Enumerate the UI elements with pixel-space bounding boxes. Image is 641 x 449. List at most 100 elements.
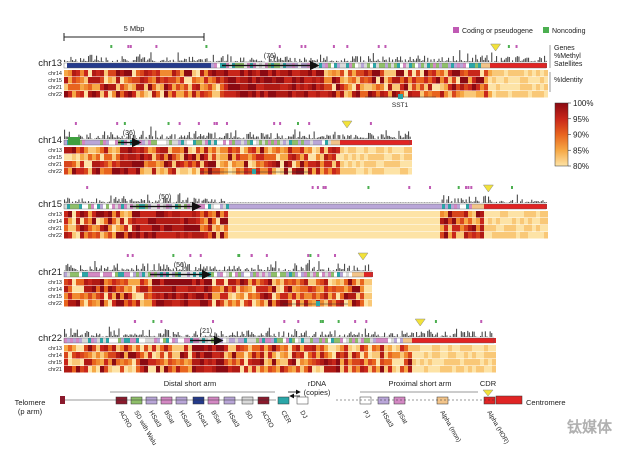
colorbar-tick-label: 95% bbox=[573, 115, 589, 124]
comparison-row-label: chr15 bbox=[48, 360, 62, 366]
scale-bar: 5 Mbp bbox=[63, 24, 205, 41]
legend-swatch bbox=[207, 396, 220, 405]
rdna-copies-label: (21) bbox=[200, 328, 212, 335]
gene-mark bbox=[457, 186, 460, 189]
gene-mark bbox=[155, 45, 158, 48]
coding-label: Coding or pseudogene bbox=[462, 28, 533, 35]
gene-mark bbox=[367, 186, 370, 189]
legend-item-label: BSat bbox=[395, 410, 408, 426]
colorbar-tick-label: 100% bbox=[573, 99, 593, 108]
cdr-marker-icon bbox=[357, 252, 369, 261]
legend-swatch bbox=[377, 396, 390, 405]
coding-swatch bbox=[453, 27, 459, 33]
cdr-label: CDR bbox=[480, 379, 497, 388]
comparison-row-label: chr13 bbox=[48, 280, 62, 286]
legend-swatch bbox=[436, 396, 449, 405]
chromosome-name: chr22 bbox=[38, 333, 62, 344]
gene-mark bbox=[311, 186, 314, 189]
chromosome-name: chr14 bbox=[38, 135, 62, 146]
gene-mark bbox=[317, 254, 320, 257]
gene-mark bbox=[408, 186, 411, 189]
legend-swatch bbox=[277, 396, 290, 405]
legend-item-label: SD bbox=[243, 410, 254, 422]
gene-mark bbox=[319, 320, 322, 323]
rdna-label: rDNA (copies) bbox=[304, 379, 331, 397]
comparison-row-label: chr22 bbox=[48, 169, 62, 175]
gene-mark bbox=[167, 122, 170, 125]
telomere-swatch bbox=[60, 396, 65, 404]
gene-mark bbox=[467, 186, 470, 189]
comparison-row-label: chr21 bbox=[48, 85, 62, 91]
gene-mark bbox=[110, 45, 113, 48]
comparison-row-label: chr15 bbox=[48, 294, 62, 300]
watermark: 钛媒体 bbox=[567, 418, 613, 436]
gene-mark bbox=[337, 320, 340, 323]
legend-swatch bbox=[145, 396, 158, 405]
methyl-track-label: %Methyl bbox=[554, 53, 581, 60]
telomere-label: Telomere (p arm) bbox=[15, 398, 46, 416]
gene-mark bbox=[279, 122, 282, 125]
rdna-copies-label: (56) bbox=[174, 262, 186, 269]
legend-swatch bbox=[130, 396, 143, 405]
gene-mark bbox=[74, 122, 77, 125]
cdr-marker-icon bbox=[414, 318, 426, 327]
legend-swatch bbox=[483, 396, 496, 405]
rdna-copies-label: (50) bbox=[159, 194, 171, 201]
distal-arm-label: Distal short arm bbox=[164, 379, 217, 388]
noncoding-swatch bbox=[543, 27, 549, 33]
gene-mark bbox=[189, 254, 192, 257]
gene-mark bbox=[507, 45, 510, 48]
gene-mark bbox=[152, 320, 155, 323]
centromere-swatch bbox=[495, 395, 523, 405]
legend-swatch bbox=[223, 396, 236, 405]
gene-mark bbox=[213, 122, 216, 125]
legend-item-label: Alpha (mon) bbox=[438, 410, 462, 444]
gene-mark bbox=[309, 254, 312, 257]
cdr-marker-icon bbox=[482, 389, 494, 397]
comparison-row-label: chr14 bbox=[48, 71, 62, 77]
legend-item-label: HSat3 bbox=[379, 410, 394, 429]
gene-legend: Coding or pseudogene Noncoding bbox=[453, 27, 586, 35]
legend-swatch bbox=[257, 396, 270, 405]
legend-item-label: BSat bbox=[209, 410, 222, 426]
scale-bar-label: 5 Mbp bbox=[124, 24, 145, 33]
chromosome-name: chr15 bbox=[38, 199, 62, 210]
gene-mark bbox=[465, 186, 468, 189]
gene-mark bbox=[215, 122, 218, 125]
gene-mark bbox=[322, 186, 325, 189]
comparison-row-label: chr14 bbox=[48, 353, 62, 359]
comparison-row-label: chr13 bbox=[48, 212, 62, 218]
comparison-row-label: chr14 bbox=[48, 287, 62, 293]
gene-mark bbox=[199, 254, 202, 257]
gene-mark bbox=[283, 320, 286, 323]
legend-swatch bbox=[296, 396, 309, 405]
legend-swatch bbox=[393, 396, 406, 405]
gene-mark bbox=[334, 254, 337, 257]
legend-item-label: HSat3 bbox=[147, 410, 162, 429]
gene-mark bbox=[116, 122, 119, 125]
gene-mark bbox=[346, 45, 349, 48]
comparison-row-label: chr22 bbox=[48, 233, 62, 239]
colorbar-tick-label: 85% bbox=[573, 146, 589, 155]
centromere-label: Centromere bbox=[526, 398, 566, 407]
comparison-row-label: chr21 bbox=[48, 367, 62, 373]
legend-item-label: ACRO bbox=[259, 410, 274, 430]
chromosome-name: chr21 bbox=[38, 267, 62, 278]
gene-mark bbox=[278, 45, 281, 48]
gene-mark bbox=[300, 45, 303, 48]
gene-mark bbox=[250, 254, 253, 257]
gene-mark bbox=[304, 45, 307, 48]
comparison-row-label: chr22 bbox=[48, 92, 62, 98]
comparison-row-label: chr21 bbox=[48, 162, 62, 168]
track-labels: Genes %Methyl Satellites %Identity bbox=[549, 45, 583, 92]
gene-mark bbox=[178, 122, 181, 125]
noncoding-label: Noncoding bbox=[552, 28, 586, 35]
gene-mark bbox=[212, 320, 215, 323]
cdr-marker-icon bbox=[490, 43, 502, 52]
